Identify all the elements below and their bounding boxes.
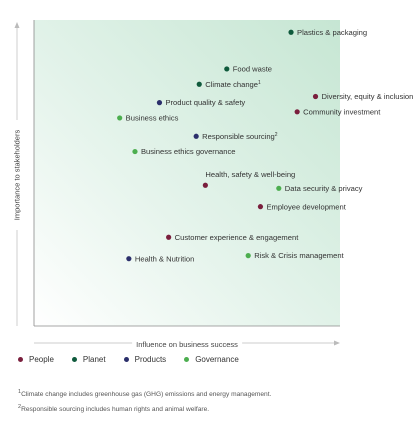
point-label-text-health-safety-well-being: Health, safety & well-being	[205, 170, 295, 179]
point-product-quality-safety	[156, 100, 163, 106]
point-label-text-community-investment: Community investment	[303, 107, 381, 116]
legend-item-governance: Governance	[184, 355, 239, 364]
footnote-2: 2Responsible sourcing includes human rig…	[18, 401, 271, 416]
point-label-customer-experience-engagement: Customer experience & engagement	[175, 233, 300, 242]
point-label-diversity-equity-inclusion: Diversity, equity & inclusion	[322, 92, 414, 101]
point-risk-crisis-management	[245, 253, 251, 259]
point-community-investment	[294, 109, 300, 115]
point-climate-change	[196, 81, 202, 87]
point-label-food-waste: Food waste	[233, 65, 272, 74]
point-label-data-security-privacy: Data security & privacy	[285, 184, 363, 193]
legend-label-planet: Planet	[82, 355, 106, 364]
x-axis-title: Influence on business success	[132, 340, 242, 349]
point-label-text-business-ethics: Business ethics	[126, 114, 179, 123]
footnote-1-marker: 1	[18, 389, 22, 395]
point-customer-experience-engagement	[166, 234, 172, 240]
point-label-business-ethics: Business ethics	[126, 114, 179, 123]
point-label-text-business-ethics-governance: Business ethics governance	[141, 147, 236, 156]
x-axis-arrowhead	[334, 340, 340, 346]
footnote-2-text: Responsible sourcing includes human righ…	[21, 406, 210, 414]
point-label-product-quality-safety: Product quality & safety	[165, 98, 245, 107]
legend-item-planet: Planet	[71, 355, 106, 364]
point-diversity-equity-inclusion	[312, 93, 319, 100]
legend-dot-planet	[71, 357, 77, 362]
legend-dot-products	[123, 357, 129, 362]
point-responsible-sourcing	[193, 133, 199, 139]
point-label-text-diversity-equity-inclusion: Diversity, equity & inclusion	[322, 92, 414, 101]
point-label-text-risk-crisis-management: Risk & Crisis management	[254, 251, 344, 260]
point-label-community-investment: Community investment	[303, 107, 381, 116]
point-label-text-product-quality-safety: Product quality & safety	[165, 98, 245, 107]
legend-dot-governance	[184, 357, 190, 362]
point-label-plastics-packaging: Plastics & packaging	[297, 28, 367, 37]
footnote-1-text: Climate change includes greenhouse gas (…	[21, 391, 272, 399]
legend-label-governance: Governance	[195, 355, 239, 364]
point-label-health-nutrition: Health & Nutrition	[135, 254, 195, 263]
point-label-responsible-sourcing: Responsible sourcing2	[202, 132, 278, 141]
point-label-text-responsible-sourcing: Responsible sourcing	[202, 132, 275, 141]
point-label-sup-climate-change: 1	[258, 80, 261, 86]
footnote-1: 1Climate change includes greenhouse gas …	[18, 386, 271, 401]
legend-item-people: People	[18, 355, 54, 364]
y-axis-arrowhead	[14, 22, 20, 28]
point-label-text-health-nutrition: Health & Nutrition	[135, 254, 195, 263]
point-label-climate-change: Climate change1	[205, 80, 261, 89]
point-plastics-packaging	[288, 29, 294, 35]
legend-item-products: Products	[123, 355, 167, 364]
point-label-text-food-waste: Food waste	[233, 65, 272, 74]
footnote-2-marker: 2	[18, 404, 22, 411]
point-label-text-customer-experience-engagement: Customer experience & engagement	[175, 233, 300, 242]
point-health-nutrition	[126, 256, 132, 262]
legend-dot-people	[18, 357, 23, 362]
footnotes: 1Climate change includes greenhouse gas …	[18, 386, 271, 416]
point-health-safety-well-being	[202, 182, 208, 188]
point-label-business-ethics-governance: Business ethics governance	[141, 147, 236, 156]
point-label-text-employee-development: Employee development	[266, 202, 346, 211]
point-label-risk-crisis-management: Risk & Crisis management	[254, 251, 344, 260]
legend-label-products: Products	[134, 355, 167, 364]
legend-label-people: People	[29, 355, 54, 364]
point-food-waste	[224, 66, 230, 72]
point-employee-development	[257, 204, 264, 210]
points-layer: Plastics & packaging Food waste Climate ch…	[117, 28, 413, 263]
point-business-ethics-governance	[132, 148, 138, 155]
legend: People Planet Products Governance	[18, 355, 239, 364]
point-data-security-privacy	[276, 185, 282, 191]
point-label-employee-development: Employee development	[266, 202, 346, 211]
plot-background	[34, 20, 340, 326]
point-label-sup-responsible-sourcing: 2	[275, 132, 278, 138]
point-business-ethics	[117, 115, 123, 121]
point-label-text-plastics-packaging: Plastics & packaging	[297, 28, 367, 37]
point-label-text-data-security-privacy: Data security & privacy	[285, 184, 363, 193]
point-label-health-safety-well-being: Health, safety & well-being	[205, 170, 295, 179]
y-axis-title: Importance to stakeholders	[12, 129, 22, 221]
point-label-text-climate-change: Climate change	[205, 80, 258, 89]
